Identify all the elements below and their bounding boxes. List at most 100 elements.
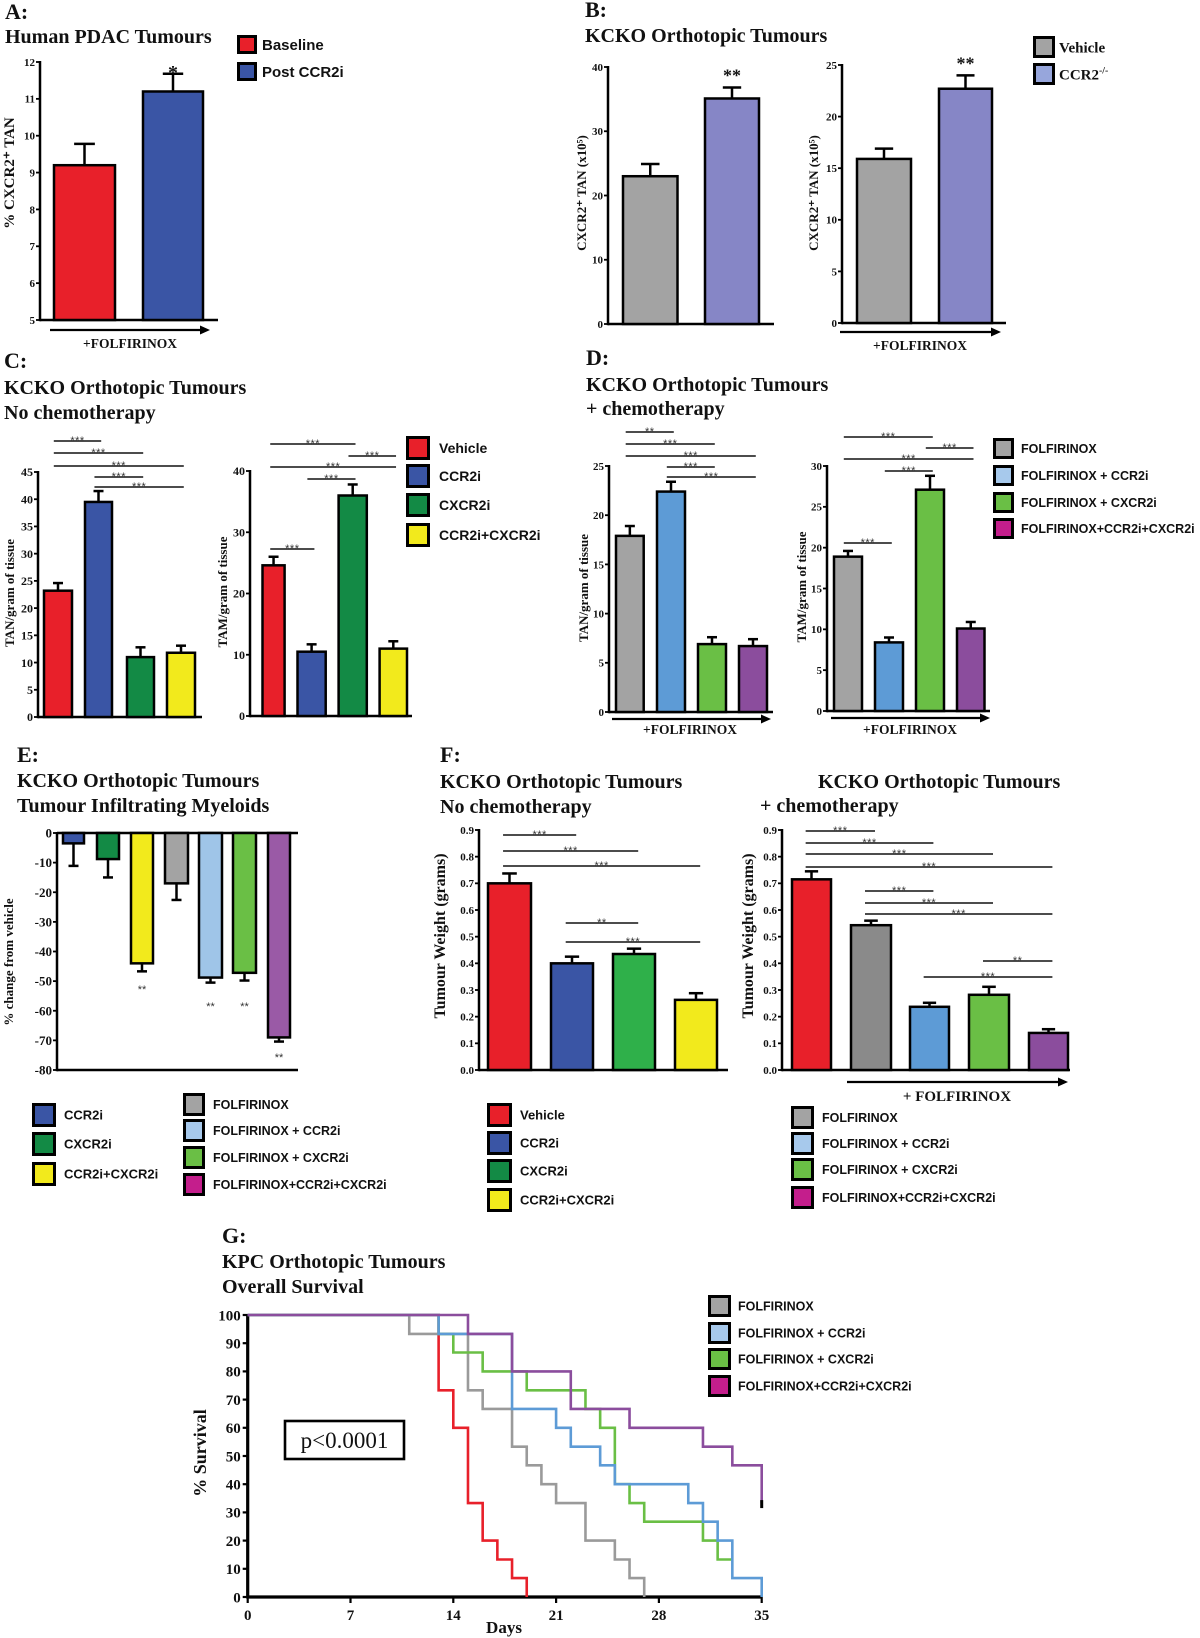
legend-label: Vehicle <box>520 1108 565 1123</box>
bar <box>703 97 761 326</box>
legend-item: CCR2i <box>406 464 481 488</box>
panel-heading-a: A:Human PDAC Tumours <box>5 0 212 48</box>
bar <box>141 90 205 322</box>
legend-label: FOLFIRINOX <box>822 1111 898 1125</box>
y-tick-label: 0.2 <box>763 1012 777 1024</box>
y-tick-label: -60 <box>35 1003 52 1018</box>
y-tick-label: 0 <box>599 707 605 719</box>
y-tick-label: 0.1 <box>460 1038 474 1050</box>
panel-heading-b: B: KCKO Orthotopic Tumours <box>585 0 827 47</box>
y-tick-label: 0.9 <box>460 825 474 837</box>
comparison-label: *** <box>922 861 937 873</box>
comparison-label: *** <box>881 431 896 443</box>
comparison-label: *** <box>892 885 907 897</box>
y-axis-label: TAN/gram of tissue <box>2 539 17 647</box>
significance-label: ** <box>275 1052 284 1064</box>
significance-label: ** <box>240 1001 249 1013</box>
legend-swatch <box>791 1106 814 1129</box>
y-axis-label: % change from vehicle <box>1 898 16 1025</box>
survival-curve <box>247 1313 529 1597</box>
comparison-label: *** <box>663 438 678 450</box>
p-value-box <box>283 1419 406 1461</box>
comparison-label: *** <box>892 848 907 860</box>
bar <box>937 87 994 325</box>
legend-swatch <box>406 436 430 460</box>
y-tick-label: 30 <box>21 547 33 561</box>
x-axis-label: +FOLFIRINOX <box>873 338 967 353</box>
y-tick-label: 10 <box>593 608 605 620</box>
comparison-label: *** <box>684 461 699 473</box>
panel-heading-f-right: KCKO Orthotopic Tumours+ chemotherapy <box>760 771 1060 817</box>
y-tick-label: 12 <box>24 57 36 69</box>
legend-label: CCR2i <box>439 468 481 484</box>
legend-item: Post CCR2i <box>237 62 344 81</box>
comparison-label: *** <box>532 829 547 841</box>
legend-label-text: Baseline <box>262 37 324 54</box>
legend-item: CCR2i <box>487 1131 559 1155</box>
y-tick-label: 0.6 <box>460 905 474 917</box>
legend-label: CCR2i <box>64 1108 103 1123</box>
y-tick-label: 10 <box>233 648 245 662</box>
y-tick-label: 0.0 <box>460 1065 474 1077</box>
y-tick-label: 20 <box>233 587 245 601</box>
legend-swatch <box>708 1295 731 1317</box>
significance-label: ** <box>138 984 147 996</box>
legend-swatch <box>32 1103 56 1127</box>
legend-swatch <box>487 1159 512 1183</box>
y-tick-label: 0.3 <box>460 985 474 997</box>
bar <box>914 488 946 713</box>
legend-label-text: FOLFIRINOX + CCR2i <box>822 1137 949 1151</box>
legend-label-text: FOLFIRINOX + CXCR2i <box>738 1353 874 1367</box>
bar <box>231 831 258 975</box>
y-tick-label: 0 <box>233 1590 241 1606</box>
x-tick-label: 28 <box>651 1608 666 1624</box>
legend-label-text: FOLFIRINOX <box>1021 442 1097 456</box>
legend-label: FOLFIRINOX <box>738 1300 814 1314</box>
y-axis-label: TAM/gram of tissue <box>794 531 809 642</box>
legend-item: Vehicle <box>1033 36 1105 58</box>
legend-swatch <box>183 1093 205 1116</box>
y-tick-label: 20 <box>592 190 604 202</box>
y-axis-label: CXCR2⁺ TAN (x10⁵) <box>574 135 589 251</box>
comparison-label: *** <box>285 543 300 555</box>
survival-curve <box>247 1313 763 1504</box>
legend-c: Vehicle CCR2i CXCR2i CCR2i+CXCR2i <box>406 436 541 547</box>
legend-label-text: FOLFIRINOX <box>738 1300 814 1314</box>
y-tick-label: 7 <box>30 241 36 253</box>
y-tick-label: 30 <box>233 525 245 539</box>
legend-swatch <box>708 1348 731 1370</box>
chart-g-survival: 0 10 20 30 40 50 60 70 80 90 100 0 7 14 21 28 35 % Surviv… <box>190 1308 769 1637</box>
comparison-label: *** <box>922 897 937 909</box>
comparison-label: *** <box>862 837 877 849</box>
panel-heading-c: C: KCKO Orthotopic Tumours No chemotherapy <box>4 348 246 424</box>
comparison-label: *** <box>704 471 719 483</box>
y-tick-label: 25 <box>811 502 823 514</box>
y-tick-label: 0.3 <box>763 985 777 997</box>
comparison-label: *** <box>942 442 957 454</box>
y-tick-label: 10 <box>226 1562 241 1578</box>
y-tick-label: 20 <box>826 111 838 123</box>
significance-label: ** <box>957 53 975 73</box>
y-tick-label: 10 <box>826 215 838 227</box>
comparison-label: ** <box>1013 955 1023 967</box>
legend-label-text: FOLFIRINOX + CCR2i <box>1021 469 1148 483</box>
legend-item: FOLFIRINOX+CCR2i+CXCR2i <box>791 1186 996 1209</box>
y-tick-label: -40 <box>35 944 52 959</box>
legend-item: FOLFIRINOX + CCR2i <box>791 1132 949 1155</box>
chart-f1: 0.00.10.20.30.40.50.60.70.80.9 **********… <box>432 825 728 1077</box>
y-tick-label: 40 <box>233 464 245 478</box>
legend-label: Vehicle <box>1059 40 1105 56</box>
legend-item: Vehicle <box>406 436 487 460</box>
legend-swatch <box>183 1146 205 1169</box>
comparison-label: *** <box>306 438 321 450</box>
y-tick-label: 0 <box>817 706 823 718</box>
y-tick-label: 0.4 <box>763 958 777 970</box>
panel-title-line: Human PDAC Tumours <box>5 26 212 48</box>
bar <box>849 923 893 1072</box>
p-value-label: p<0.0001 <box>301 1428 389 1453</box>
y-tick-label: 0 <box>239 709 245 723</box>
bar <box>129 831 155 965</box>
y-axis-label: Tumour Weight (grams) <box>740 853 757 1018</box>
legend-label-text: CCR2 <box>1059 67 1099 83</box>
